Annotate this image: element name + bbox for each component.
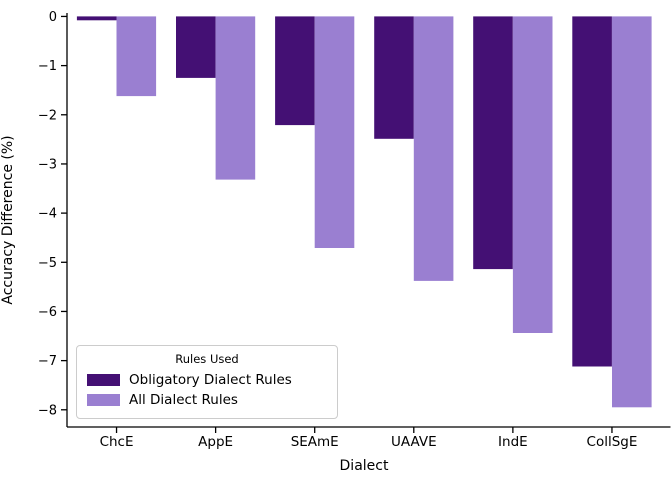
y-tick-label: −1 [38,59,57,74]
legend-label-series1: All Dialect Rules [129,392,238,408]
legend-label-series0: Obligatory Dialect Rules [129,372,292,388]
legend-entry-series1: All Dialect Rules [85,390,329,410]
bar-CollSgE-series1 [612,16,652,408]
bar-ChcE-series0 [76,16,117,21]
legend-swatch-series0 [87,374,120,386]
x-tick-label-UAAVE: UAAVE [391,434,437,450]
y-tick-label: −5 [38,256,57,271]
y-tick-label: −2 [38,108,57,123]
bar-UAAVE-series0 [374,16,414,139]
bar-IndE-series0 [473,16,513,270]
legend-title: Rules Used [175,352,239,366]
x-tick-label-IndE: IndE [498,434,528,450]
bar-SEAmE-series0 [275,16,315,126]
x-tick-label-AppE: AppE [198,434,233,450]
bar-AppE-series1 [215,16,256,180]
legend-entries: Obligatory Dialect Rules All Dialect Rule… [85,370,329,410]
x-axis-label: Dialect [339,458,389,474]
x-tick-label-CollSgE: CollSgE [587,434,638,450]
y-tick-label: −3 [38,157,57,172]
legend-entry-series0: Obligatory Dialect Rules [85,370,329,390]
y-tick-label: −8 [38,403,57,418]
bar-IndE-series1 [512,16,553,334]
legend-box: Rules Used Obligatory Dialect Rules All D… [76,345,338,419]
y-axis-label: Accuracy Difference (%) [0,135,16,305]
legend-swatch-series1 [87,394,120,406]
bar-AppE-series0 [176,16,216,78]
y-tick-label: −4 [38,207,57,222]
y-tick-label: −7 [38,354,57,369]
x-tick-label-SEAmE: SEAmE [291,434,339,450]
bar-ChcE-series1 [116,16,157,97]
bar-UAAVE-series1 [413,16,454,281]
x-tick-label-ChcE: ChcE [100,434,134,450]
bar-CollSgE-series0 [572,16,612,367]
y-tick-label: 0 [49,10,57,25]
bar-SEAmE-series1 [314,16,355,249]
y-tick-label: −6 [38,305,57,320]
